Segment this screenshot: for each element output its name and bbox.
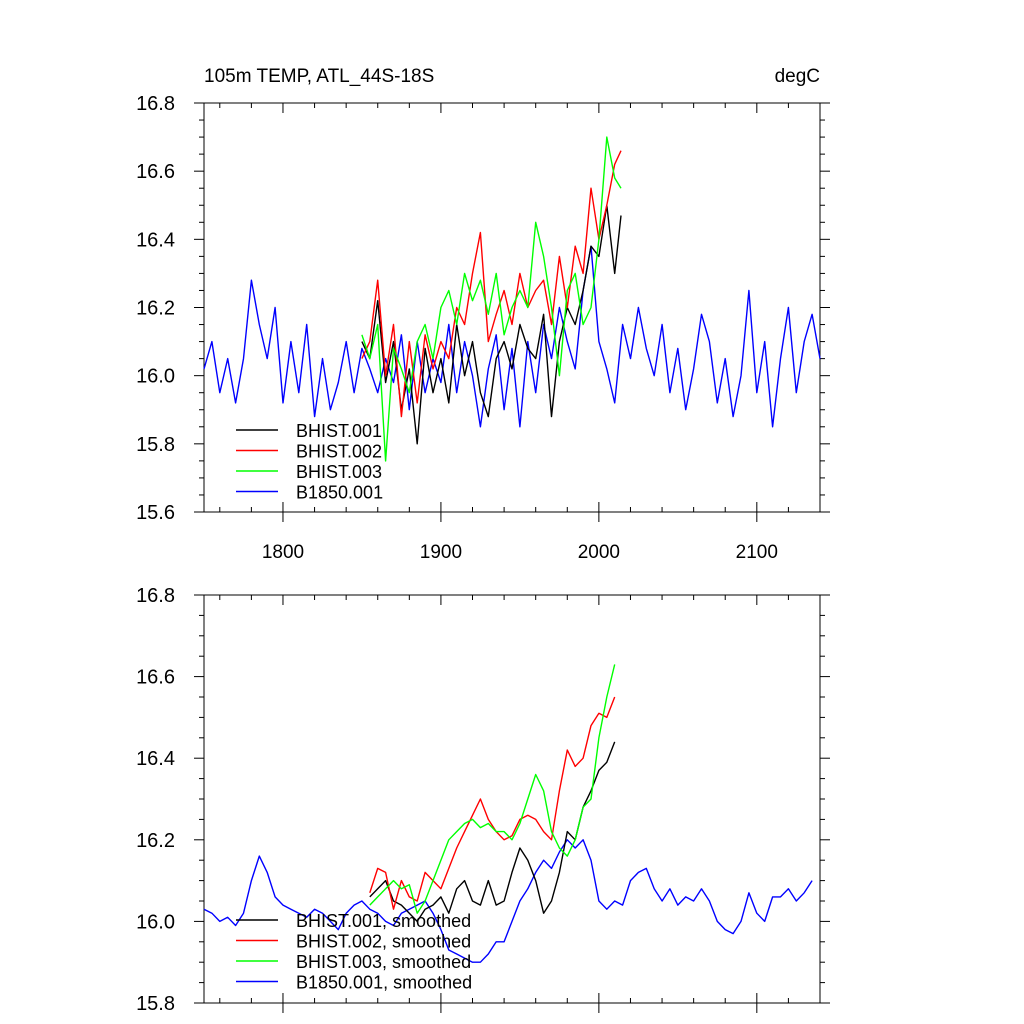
y-tick-label: 16.0 [136, 366, 175, 388]
legend-label: BHIST.001, smoothed [296, 911, 471, 931]
x-tick-label: 1900 [420, 542, 462, 563]
x-tick-label: 1800 [262, 542, 304, 563]
y-tick-label: 16.0 [136, 911, 175, 933]
y-tick-label: 16.2 [136, 298, 175, 320]
y-tick-label: 16.8 [136, 585, 175, 607]
y-tick-label: 16.6 [136, 667, 175, 689]
series-line-bhist-002 [361, 150, 622, 418]
legend-label: B1850.001 [296, 483, 383, 503]
y-tick-label: 16.4 [136, 748, 175, 770]
bottom-panel: 15.8 16.0 16.2 16.4 16.6 16.8 BHIST.001, smoot… [136, 585, 830, 1015]
series-line-b1850-001-smoothed [203, 839, 813, 963]
legend-label: BHIST.002 [296, 442, 382, 462]
y-tick-label: 15.8 [136, 993, 175, 1015]
series-line-bhist-003-smoothed [369, 664, 616, 914]
series-line-bhist-002-smoothed [369, 696, 616, 910]
chart-title: 105m TEMP, ATL_44S-18S [204, 66, 434, 87]
legend-label: BHIST.001 [296, 421, 382, 441]
y-tick-label: 16.4 [136, 229, 175, 251]
series-line-bhist-001 [361, 204, 622, 445]
x-tick-label: 2000 [578, 542, 620, 563]
y-tick-label: 16.6 [136, 161, 175, 183]
series-line-bhist-003 [361, 136, 622, 462]
y-tick-label: 15.6 [136, 502, 175, 524]
legend-label: BHIST.003, smoothed [296, 952, 471, 972]
x-tick-label: 2100 [736, 542, 778, 563]
units-label: degC [775, 66, 820, 87]
legend-label: B1850.001, smoothed [296, 973, 472, 993]
series-line-bhist-001-smoothed [369, 741, 616, 923]
y-tick-label: 16.2 [136, 830, 175, 852]
y-tick-label: 15.8 [136, 434, 175, 456]
series-line-b1850-001 [203, 245, 821, 428]
y-tick-label: 16.8 [136, 93, 175, 115]
top-panel: 1800 1900 2000 2100 15.6 15.8 16.0 16.2 16.4 16.6… [136, 93, 830, 563]
legend-label: BHIST.003 [296, 462, 382, 482]
legend-label: BHIST.002, smoothed [296, 932, 471, 952]
